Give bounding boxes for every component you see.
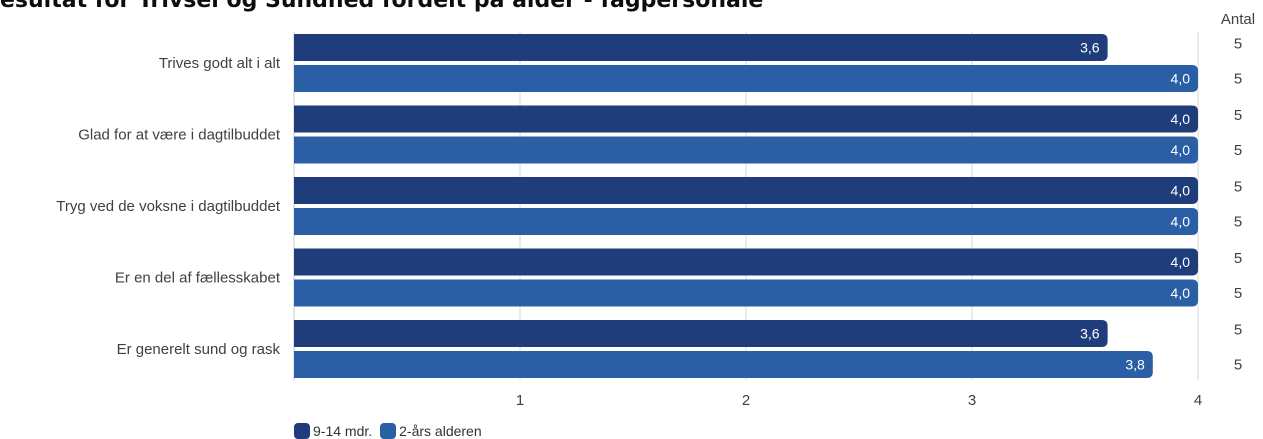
chart-title: esultat for Trivsel og Sundhed fordelt p… <box>0 0 764 13</box>
legend-label-series-2: 2-års alderen <box>399 423 482 439</box>
data-label-1-series-2: 4,0 <box>1171 142 1191 158</box>
bar-0-series-1 <box>294 34 1108 61</box>
legend-item-series-1[interactable]: 9-14 mdr. <box>294 423 372 439</box>
legend: 9-14 mdr. 2-års alderen <box>294 423 490 439</box>
bar-1-series-1 <box>294 105 1198 133</box>
count-4-series-1: 5 <box>1234 322 1242 339</box>
count-3-series-1: 5 <box>1234 250 1242 267</box>
data-label-4-series-2: 3,8 <box>1125 357 1145 373</box>
count-2-series-1: 5 <box>1234 179 1242 196</box>
category-label-0: Trives godt alt i alt <box>159 55 281 72</box>
count-header: Antal <box>1221 11 1255 28</box>
data-label-0-series-1: 3,6 <box>1080 40 1100 56</box>
category-label-2: Tryg ved de voksne i dagtilbuddet <box>56 198 281 215</box>
data-label-4-series-1: 3,6 <box>1080 326 1100 342</box>
legend-label-series-1: 9-14 mdr. <box>313 423 373 439</box>
x-tick-label-0: 1 <box>516 392 524 409</box>
count-1-series-2: 5 <box>1234 142 1242 159</box>
x-tick-label-3: 4 <box>1194 392 1202 409</box>
legend-swatch-series-2 <box>380 423 397 439</box>
count-1-series-1: 5 <box>1234 107 1242 124</box>
count-2-series-2: 5 <box>1234 214 1242 231</box>
bar-4-series-1 <box>294 320 1108 347</box>
category-label-3: Er en del af fællesskabet <box>115 270 281 287</box>
x-tick-label-1: 2 <box>742 392 750 409</box>
legend-swatch-series-1 <box>294 423 310 439</box>
bar-1-series-2 <box>294 136 1198 164</box>
category-label-4: Er generelt sund og rask <box>117 341 281 358</box>
bar-0-series-2 <box>294 65 1198 92</box>
data-label-0-series-2: 4,0 <box>1171 71 1191 87</box>
count-4-series-2: 5 <box>1234 357 1242 374</box>
bar-2-series-1 <box>294 177 1198 204</box>
data-label-1-series-1: 4,0 <box>1171 111 1191 127</box>
x-tick-label-2: 3 <box>968 392 976 409</box>
data-label-3-series-1: 4,0 <box>1171 254 1191 270</box>
data-label-2-series-1: 4,0 <box>1171 183 1191 199</box>
count-3-series-2: 5 <box>1234 285 1242 302</box>
category-label-1: Glad for at være i dagtilbuddet <box>78 127 281 144</box>
bar-3-series-1 <box>294 248 1198 276</box>
bar-3-series-2 <box>294 279 1198 307</box>
data-label-3-series-2: 4,0 <box>1171 285 1191 301</box>
bar-2-series-2 <box>294 208 1198 235</box>
data-label-2-series-2: 4,0 <box>1171 214 1191 230</box>
bar-4-series-2 <box>294 351 1153 378</box>
legend-item-series-2[interactable]: 2-års alderen <box>380 423 482 439</box>
count-0-series-1: 5 <box>1234 36 1242 53</box>
count-0-series-2: 5 <box>1234 71 1242 88</box>
